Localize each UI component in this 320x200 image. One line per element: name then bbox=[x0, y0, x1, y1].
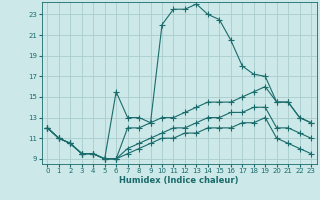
X-axis label: Humidex (Indice chaleur): Humidex (Indice chaleur) bbox=[119, 176, 239, 185]
